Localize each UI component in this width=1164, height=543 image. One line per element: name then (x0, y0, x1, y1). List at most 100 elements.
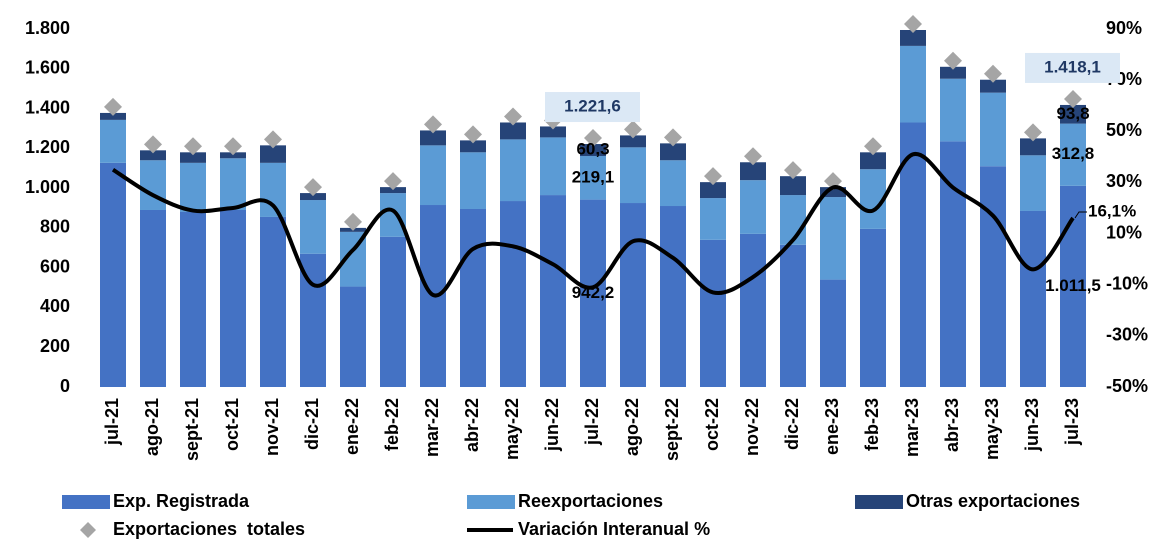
bar-segment (980, 166, 1006, 387)
y-tick-label: 1.200 (25, 137, 70, 157)
data-label: 1.418,1 (1044, 57, 1101, 76)
bar-segment (460, 152, 486, 209)
total-marker (304, 178, 322, 197)
bar-segment (140, 160, 166, 210)
bar-segment (820, 187, 846, 198)
data-label: 942,2 (572, 283, 615, 302)
x-tick-label: ago-21 (142, 398, 162, 456)
x-tick-label: feb-23 (862, 398, 882, 451)
bar-segment (620, 147, 646, 204)
bar-segment (500, 201, 526, 387)
bar-segment (220, 158, 246, 210)
x-tick-label: nov-22 (742, 398, 762, 456)
y2-tick-label: -50% (1106, 376, 1148, 396)
x-tick-label: abr-23 (942, 398, 962, 452)
y-tick-label: 1.000 (25, 177, 70, 197)
bar-segment (860, 152, 886, 170)
x-tick-label: nov-21 (262, 398, 282, 456)
x-tick-label: mar-22 (422, 398, 442, 457)
bar-segment (860, 228, 886, 387)
x-tick-label: jul-22 (582, 398, 602, 446)
data-label: 219,1 (572, 167, 615, 186)
x-tick-label: sept-21 (182, 398, 202, 461)
bar-segment (1060, 104, 1086, 124)
total-marker (144, 135, 162, 154)
x-tick-label: may-23 (982, 398, 1002, 460)
bar-segment (220, 209, 246, 387)
x-tick-label: feb-22 (382, 398, 402, 451)
y2-tick-label: 10% (1106, 222, 1142, 242)
y2-tick-label: 50% (1106, 120, 1142, 140)
bar-segment (580, 199, 606, 387)
bar-segment (900, 45, 926, 123)
bar-segment (780, 244, 806, 387)
bar-segment (700, 239, 726, 387)
total-marker (664, 128, 682, 147)
y-tick-label: 600 (40, 256, 70, 276)
y2-tick-label: -10% (1106, 273, 1148, 293)
x-tick-label: jul-21 (102, 398, 122, 446)
x-tick-label: jun-22 (542, 398, 562, 452)
bar-segment (420, 130, 446, 146)
bar-segment (260, 162, 286, 217)
bar-segment (940, 66, 966, 79)
bar-segment (380, 193, 406, 237)
bar-segment (300, 193, 326, 201)
data-label: 1.011,5 (1045, 276, 1101, 295)
data-label-box (1025, 52, 1120, 83)
legend-label: Exp. Registrada (113, 491, 250, 511)
bar-segment (660, 160, 686, 207)
total-marker (184, 137, 202, 156)
total-marker (424, 115, 442, 134)
bar-segment (620, 135, 646, 148)
y-tick-label: 400 (40, 296, 70, 316)
bar-segment (340, 286, 366, 387)
bar-segment (1020, 210, 1046, 387)
legend-label: Otras exportaciones (906, 491, 1080, 511)
bar-segment (820, 197, 846, 280)
bar-segment (100, 119, 126, 163)
legend-swatch (80, 522, 96, 538)
bar-segment (140, 150, 166, 161)
y-tick-label: 0 (60, 376, 70, 396)
bar-segment (660, 143, 686, 161)
total-marker (344, 212, 362, 231)
total-marker (984, 64, 1002, 83)
bar-segment (1020, 155, 1046, 211)
legend-label: Exportaciones totales (113, 519, 305, 539)
y-tick-label: 200 (40, 336, 70, 356)
data-label: 16,1% (1088, 201, 1136, 220)
total-marker (944, 51, 962, 70)
bar-segment (180, 211, 206, 387)
bar-segment (660, 206, 686, 387)
bar-segment (180, 162, 206, 212)
x-tick-label: may-22 (502, 398, 522, 460)
bar-segment (540, 126, 566, 138)
bar-segment (1020, 138, 1046, 156)
leader-line (1074, 211, 1087, 219)
legend-swatch (62, 495, 110, 509)
total-marker (624, 120, 642, 139)
legend-swatch (855, 495, 903, 509)
bar-segment (740, 233, 766, 387)
bar-segment (300, 200, 326, 254)
legend-label: Reexportaciones (518, 491, 663, 511)
bar-segment (740, 162, 766, 181)
x-tick-label: oct-21 (222, 398, 242, 451)
bar-segment (260, 145, 286, 163)
bar-segment (740, 180, 766, 234)
total-marker (464, 125, 482, 144)
total-marker (584, 129, 602, 148)
bar-segment (940, 141, 966, 387)
y2-tick-label: -30% (1106, 325, 1148, 345)
bar-segment (900, 29, 926, 46)
x-tick-label: abr-22 (462, 398, 482, 452)
bar-segment (460, 140, 486, 153)
bar-segment (980, 92, 1006, 167)
bar-segment (580, 144, 606, 157)
total-marker (704, 167, 722, 186)
bar-segment (980, 79, 1006, 93)
bar-segment (140, 209, 166, 387)
total-marker (224, 137, 242, 156)
